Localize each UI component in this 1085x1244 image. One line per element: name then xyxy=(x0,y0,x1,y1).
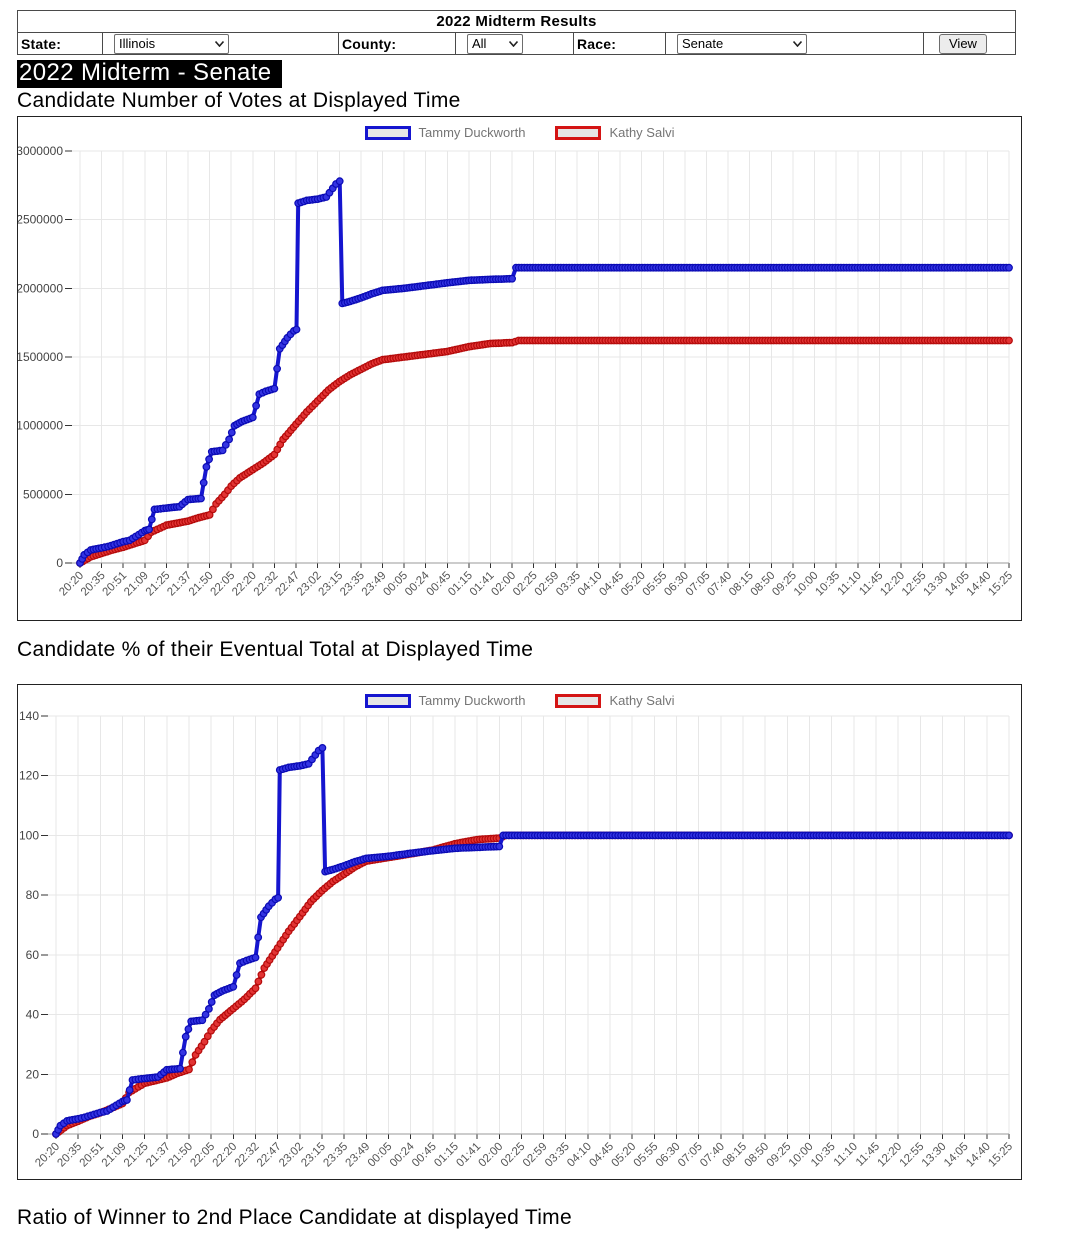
axis-tick-label: 10:00 xyxy=(787,1141,816,1170)
legend-swatch xyxy=(555,125,602,140)
axis-tick-label: 00:05 xyxy=(366,1141,395,1170)
page-title: 2022 Midterm - Senate xyxy=(17,60,282,88)
view-button[interactable]: View xyxy=(939,33,987,54)
legend-item: Tammy Duckworth xyxy=(364,125,526,140)
axis-tick-label: 06:30 xyxy=(654,1141,683,1170)
axis-tick-label: 100 xyxy=(19,828,39,842)
axis-tick-label: 20:51 xyxy=(78,1141,107,1170)
axis-tick-label: 21:37 xyxy=(144,1141,173,1170)
axis-tick-label: 22:05 xyxy=(188,1141,217,1170)
axis-tick-label: 500000 xyxy=(23,487,63,501)
controls-title: 2022 Midterm Results xyxy=(17,10,1016,33)
axis-tick-label: 15:25 xyxy=(986,570,1015,599)
axis-tick-label: 20:35 xyxy=(55,1141,84,1170)
results-controls-table: 2022 Midterm Results State: Illinois Cou… xyxy=(17,10,1016,55)
axis-tick-label: 1500000 xyxy=(18,350,63,364)
axis-tick-label: 07:40 xyxy=(698,1141,727,1170)
axis-tick-label: 1000000 xyxy=(18,419,63,433)
legend-item: Kathy Salvi xyxy=(555,125,674,140)
axis-tick-label: 20:20 xyxy=(33,1141,62,1170)
axis-tick-label: 04:10 xyxy=(565,1141,594,1170)
series-tammy-duckworth xyxy=(52,744,1013,1138)
axis-tick-label: 07:05 xyxy=(676,1141,705,1170)
axis-tick-label: 22:32 xyxy=(233,1141,262,1170)
axis-tick-label: 15:25 xyxy=(986,1141,1015,1170)
axis-tick-label: 12:55 xyxy=(898,1141,927,1170)
axis-tick-label: 20 xyxy=(26,1067,40,1081)
legend-swatch xyxy=(364,693,411,708)
axis-tick-label: 21:25 xyxy=(122,1141,151,1170)
chart-legend: Tammy Duckworth Kathy Salvi xyxy=(18,125,1021,140)
axis-tick-label: 01:41 xyxy=(454,1141,483,1170)
legend-item: Kathy Salvi xyxy=(555,693,674,708)
race-select[interactable]: Senate xyxy=(677,33,807,54)
axis-tick-label: 13:30 xyxy=(920,1141,949,1170)
axis-tick-label: 04:45 xyxy=(587,1141,616,1170)
votes-chart-heading: Candidate Number of Votes at Displayed T… xyxy=(17,89,461,112)
axis-tick-label: 03:35 xyxy=(543,1141,572,1170)
axis-tick-label: 21:09 xyxy=(100,1141,129,1170)
legend-label: Kathy Salvi xyxy=(609,125,675,140)
axis-tick-label: 09:25 xyxy=(765,1141,794,1170)
axis-tick-label: 11:10 xyxy=(836,570,864,598)
series-tammy-duckworth xyxy=(76,177,1013,567)
axis-tick-label: 23:35 xyxy=(321,1141,350,1170)
axis-tick-label: 0 xyxy=(32,1127,39,1141)
chart-canvas: 20:2020:3520:5121:0921:2521:3721:5022:05… xyxy=(18,144,1015,599)
axis-tick-label: 140 xyxy=(19,709,39,723)
axis-tick-label: 2500000 xyxy=(18,213,63,227)
legend-swatch xyxy=(364,125,411,140)
axis-tick-label: 23:02 xyxy=(277,1141,306,1170)
axis-tick-label: 21:50 xyxy=(166,1141,195,1170)
axis-tick-label: 10:35 xyxy=(813,570,842,599)
county-label: County: xyxy=(338,32,456,55)
axis-tick-label: 05:55 xyxy=(632,1141,661,1170)
axis-tick-label: 14:40 xyxy=(964,1141,993,1170)
axis-tick-label: 2000000 xyxy=(18,281,63,295)
axis-tick-label: 80 xyxy=(26,888,40,902)
chart-legend: Tammy Duckworth Kathy Salvi xyxy=(18,693,1021,708)
axis-tick-label: 12:20 xyxy=(875,1141,904,1170)
legend-item: Tammy Duckworth xyxy=(364,693,526,708)
axis-tick-label: 120 xyxy=(19,769,39,783)
axis-tick-label: 08:50 xyxy=(742,1141,771,1170)
series-kathy-salvi xyxy=(76,336,1013,567)
axis-tick-label: 05:20 xyxy=(610,1141,639,1170)
axis-tick-label: 01:15 xyxy=(432,1141,461,1170)
county-select[interactable]: All xyxy=(467,33,523,54)
axis-tick-label: 08:15 xyxy=(720,1141,749,1170)
axis-tick-label: 22:20 xyxy=(211,1141,240,1170)
state-select[interactable]: Illinois xyxy=(114,33,229,54)
axis-tick-label: 02:59 xyxy=(521,1141,550,1170)
axis-tick-label: 40 xyxy=(26,1008,40,1022)
axis-tick-label: 14:05 xyxy=(942,1141,971,1170)
legend-label: Tammy Duckworth xyxy=(418,693,526,708)
percent-chart: Tammy Duckworth Kathy Salvi 20:20 20:35 20:5… xyxy=(17,684,1022,1180)
votes-chart: Tammy Duckworth Kathy Salvi 20:20 20:35 20:5… xyxy=(17,116,1022,621)
axis-tick-label: 23:49 xyxy=(344,1141,373,1170)
ratio-chart-heading: Ratio of Winner to 2nd Place Candidate a… xyxy=(17,1206,572,1229)
axis-tick-label: 22:47 xyxy=(255,1141,284,1170)
series-kathy-salvi xyxy=(52,831,1013,1138)
axis-tick-label: 11:10 xyxy=(832,1141,860,1169)
axis-tick-label: 02:00 xyxy=(477,1141,506,1170)
axis-tick-label: 02:25 xyxy=(499,1141,528,1170)
legend-swatch xyxy=(555,693,602,708)
state-label: State: xyxy=(17,32,103,55)
axis-tick-label: 23:15 xyxy=(299,1141,328,1170)
chart-canvas: 20:2020:3520:5121:0921:2521:3721:5022:05… xyxy=(19,709,1015,1170)
legend-label: Kathy Salvi xyxy=(609,693,675,708)
axis-tick-label: 60 xyxy=(26,948,40,962)
legend-label: Tammy Duckworth xyxy=(418,125,526,140)
race-label: Race: xyxy=(573,32,666,55)
axis-tick-label: 00:45 xyxy=(410,1141,439,1170)
axis-tick-label: 3000000 xyxy=(18,144,63,158)
percent-chart-heading: Candidate % of their Eventual Total at D… xyxy=(17,638,534,661)
axis-tick-label: 0 xyxy=(56,556,63,570)
axis-tick-label: 10:35 xyxy=(809,1141,838,1170)
